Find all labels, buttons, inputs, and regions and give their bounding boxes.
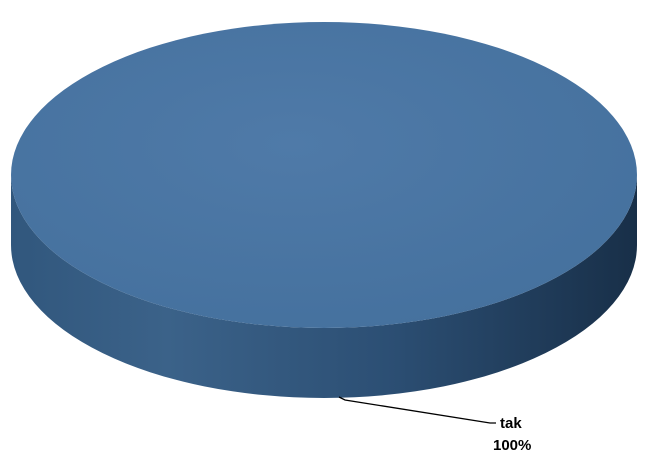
pie-slice-side [11, 175, 637, 398]
pie-slice-top [11, 22, 637, 328]
data-label-leader-line [338, 396, 496, 424]
data-label-category: tak [500, 415, 522, 432]
data-label-percent: 100% [493, 437, 531, 453]
data-label: tak 100% [493, 415, 531, 454]
